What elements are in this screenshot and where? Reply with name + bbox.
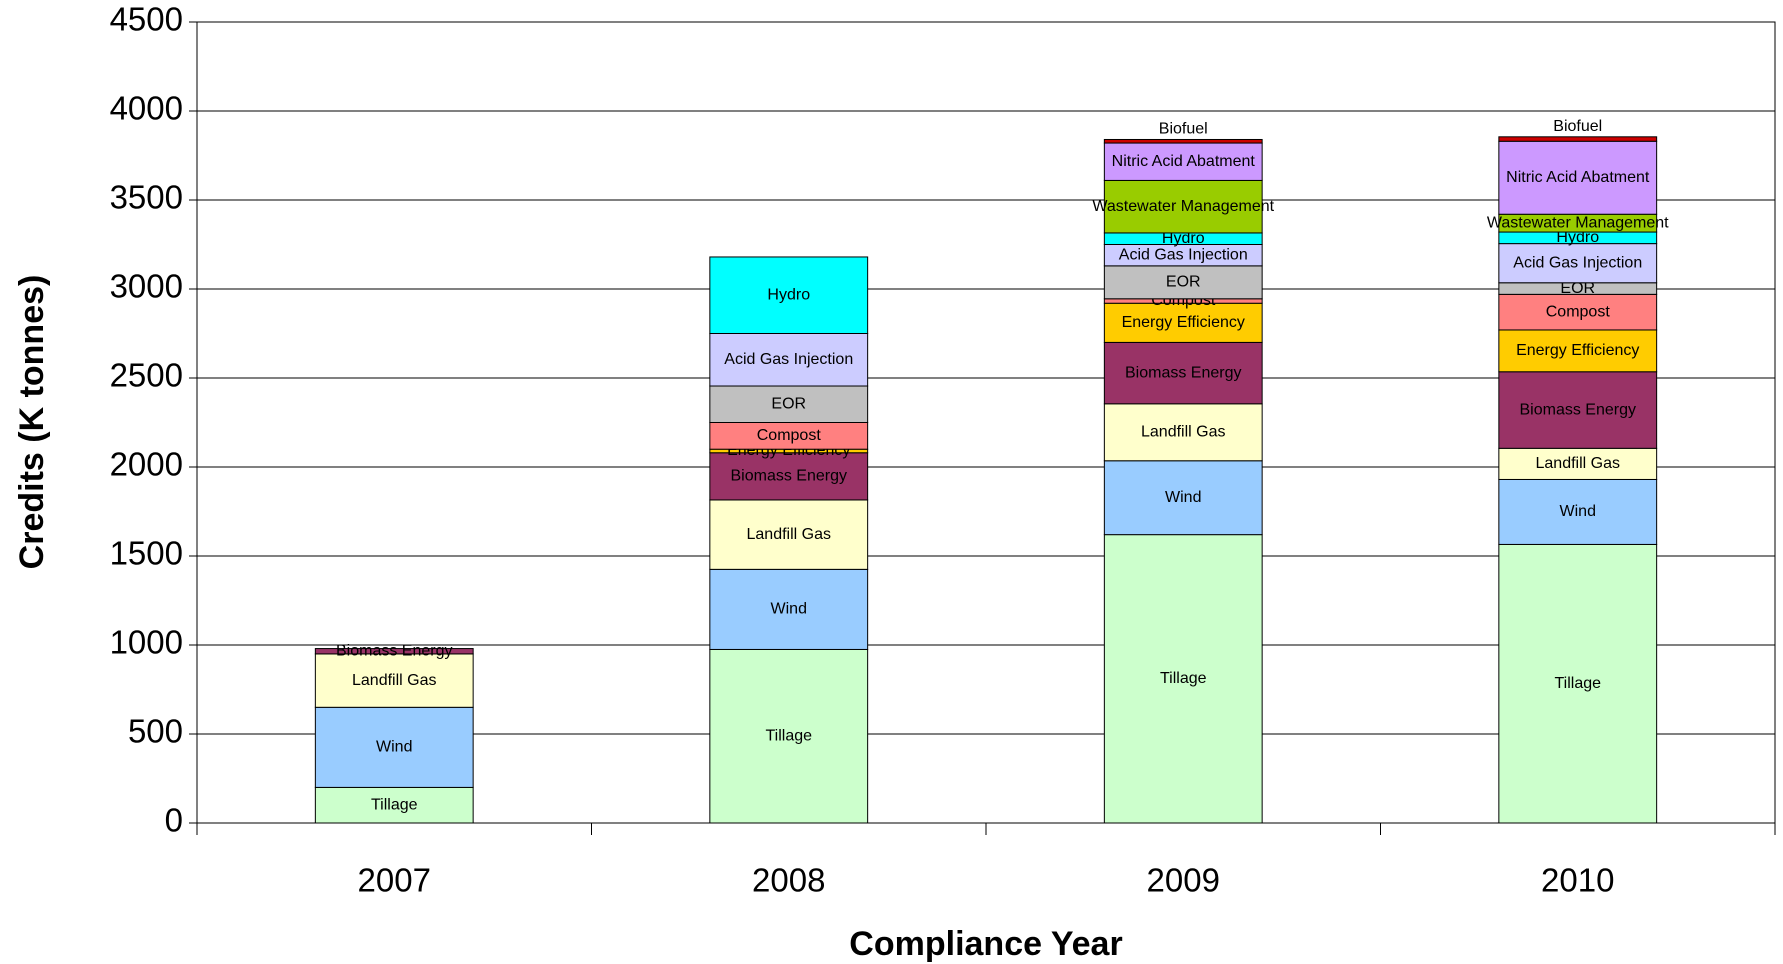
bar-segment	[1498, 543, 1658, 824]
bar-segment	[1498, 293, 1658, 331]
bar-segment	[314, 648, 474, 655]
y-tick-label: 2000	[110, 446, 183, 483]
bar-segment	[1103, 341, 1263, 405]
segment-label: Wastewater Management	[1092, 198, 1274, 215]
bar-segment	[1103, 534, 1263, 824]
bar-segment	[1103, 265, 1263, 300]
segment-label: EOR	[1166, 274, 1201, 291]
segment-label: Tillage	[371, 796, 418, 813]
x-tick-label: 2009	[1147, 862, 1220, 899]
bar-segment	[1103, 403, 1263, 462]
bar-segment	[1498, 140, 1658, 215]
bar-segment	[709, 385, 869, 424]
x-axis-title: Compliance Year	[849, 925, 1122, 963]
bar-segment	[1103, 142, 1263, 181]
segment-label: Wind	[376, 739, 412, 756]
segment-label: Biomass Energy	[336, 642, 453, 659]
y-tick-label: 1500	[110, 535, 183, 572]
bar-segment	[709, 499, 869, 570]
segment-label: Compost	[757, 427, 822, 444]
bar-segment	[1103, 302, 1263, 343]
y-axis-title: Credits (K tonnes)	[13, 275, 51, 570]
segment-label: Tillage	[1160, 670, 1207, 687]
bar-segment	[1498, 447, 1658, 480]
segment-label: Wind	[771, 601, 807, 618]
bar-segment	[709, 333, 869, 387]
segment-label: Tillage	[765, 727, 812, 744]
x-tick-label: 2007	[358, 862, 431, 899]
bar-segment	[314, 706, 474, 788]
segment-label: Acid Gas Injection	[724, 351, 853, 368]
segment-label: Hydro	[1162, 230, 1205, 247]
y-tick-label: 4000	[110, 90, 183, 127]
segment-label: Acid Gas Injection	[1513, 254, 1642, 271]
y-tick-label: 0	[165, 802, 183, 839]
y-tick-label: 500	[128, 713, 183, 750]
segment-label: Compost	[1546, 303, 1611, 320]
segment-label: EOR	[1560, 280, 1595, 297]
bar-segment	[709, 452, 869, 501]
y-tick-label: 2500	[110, 357, 183, 394]
segment-label: Acid Gas Injection	[1119, 246, 1248, 263]
segment-label: Tillage	[1554, 675, 1601, 692]
y-tick-label: 1000	[110, 624, 183, 661]
segment-label: Biofuel	[1159, 121, 1208, 138]
x-tick-label: 2008	[752, 862, 825, 899]
segment-label: Wind	[1165, 489, 1201, 506]
y-tick-label: 3500	[110, 179, 183, 216]
segment-label: Energy Efficiency	[1516, 342, 1639, 359]
segment-label: Landfill Gas	[1141, 424, 1226, 441]
segment-label: Biofuel	[1553, 118, 1602, 135]
segment-label: Hydro	[1556, 229, 1599, 246]
segment-label: Biomass Energy	[1520, 401, 1637, 418]
segment-label: Nitric Acid Abatment	[1112, 153, 1256, 170]
segment-label: Landfill Gas	[1536, 455, 1621, 472]
y-tick-label: 4500	[110, 1, 183, 38]
segment-label: Landfill Gas	[352, 672, 437, 689]
segment-label: Energy Efficiency	[1122, 314, 1245, 331]
segment-label: Wind	[1560, 503, 1596, 520]
bar-segment	[1103, 179, 1263, 234]
segment-label: Biomass Energy	[1125, 364, 1242, 381]
bar-segment	[709, 256, 869, 334]
segment-label: EOR	[771, 395, 806, 412]
x-tick-label: 2010	[1541, 862, 1614, 899]
segment-label: Hydro	[767, 286, 810, 303]
bar-segment	[709, 568, 869, 650]
bar-segment	[1103, 460, 1263, 536]
bar-segment	[1498, 136, 1658, 142]
y-tick-label: 3000	[110, 268, 183, 305]
segment-label: Landfill Gas	[747, 526, 832, 543]
segment-label: Nitric Acid Abatment	[1506, 169, 1650, 186]
bar-segment	[709, 422, 869, 450]
segment-label: Biomass Energy	[731, 468, 848, 485]
bar-segment	[314, 786, 474, 824]
bar-segment	[1103, 138, 1263, 144]
segment-label: Wastewater Management	[1487, 214, 1669, 231]
bar-segment	[1498, 371, 1658, 449]
bar-segment	[1498, 329, 1658, 373]
